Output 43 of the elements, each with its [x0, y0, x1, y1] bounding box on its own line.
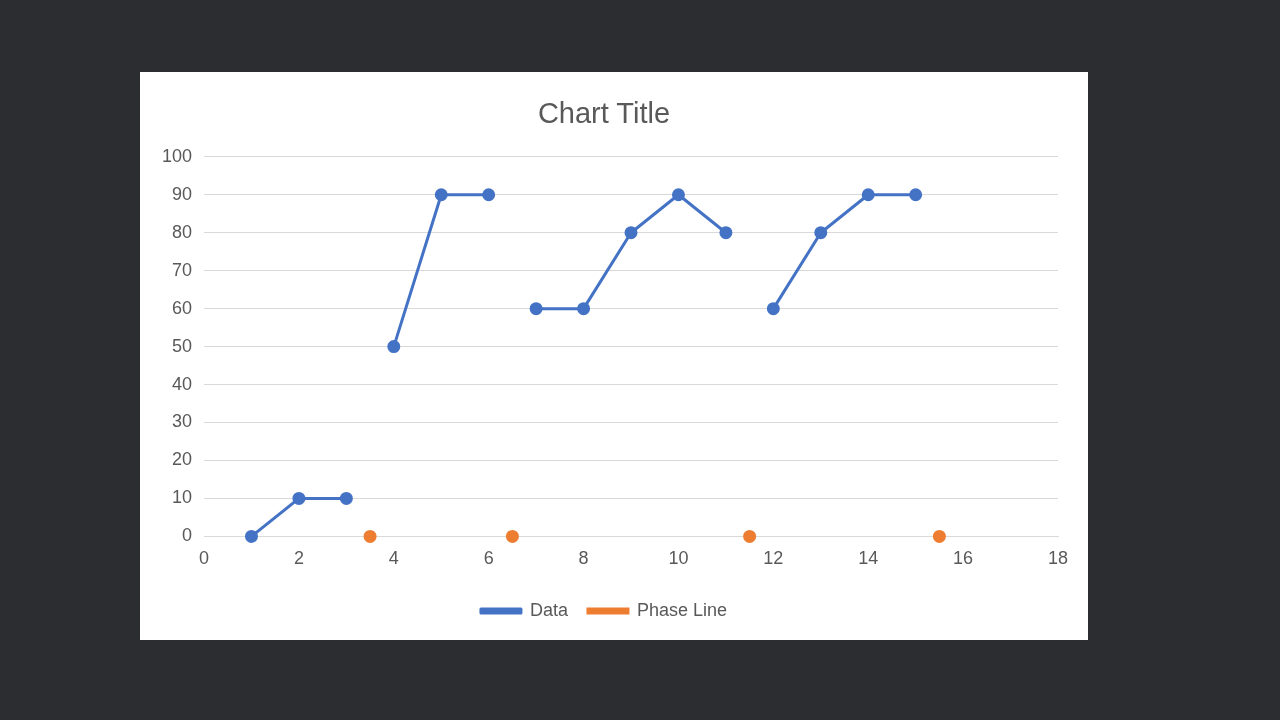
point	[932, 529, 946, 543]
x-tick-label: 2	[293, 548, 304, 569]
point	[671, 188, 685, 202]
point	[482, 188, 496, 202]
x-tick-label: 10	[668, 548, 689, 569]
x-tick-label: 14	[858, 548, 879, 569]
point	[363, 529, 377, 543]
x-tick-label: 12	[763, 548, 784, 569]
y-tick-label: 20	[172, 449, 193, 470]
x-tick-label: 18	[1047, 548, 1069, 569]
point	[861, 188, 875, 202]
x-tick-label: 8	[578, 548, 589, 569]
point	[505, 529, 519, 543]
point	[529, 302, 543, 316]
x-tick-label: 6	[483, 548, 494, 569]
y-tick-label: 90	[172, 183, 193, 204]
y-tick-label: 40	[172, 373, 193, 394]
point	[909, 188, 923, 202]
x-tick-label: 0	[199, 548, 210, 569]
x-tick-label: 16	[953, 548, 974, 569]
legend-label: Data	[529, 599, 569, 620]
legend-label: Phase Line	[636, 599, 728, 620]
point	[719, 226, 733, 240]
point	[766, 302, 780, 316]
y-tick-label: 50	[172, 335, 193, 356]
point	[387, 340, 401, 354]
y-tick-label: 60	[172, 297, 193, 318]
chart-title: Chart Title	[537, 97, 671, 130]
point	[624, 226, 638, 240]
y-tick-label: 70	[172, 259, 193, 280]
point	[244, 529, 258, 543]
y-tick-label: 30	[172, 411, 193, 432]
point	[814, 226, 828, 240]
y-tick-label: 10	[172, 487, 193, 508]
point	[339, 491, 353, 505]
y-tick-label: 100	[161, 145, 193, 166]
y-tick-label: 80	[172, 221, 193, 242]
x-tick-label: 4	[388, 548, 399, 569]
point	[577, 302, 591, 316]
point	[743, 529, 757, 543]
point	[434, 188, 448, 202]
y-tick-label: 0	[182, 525, 193, 546]
point	[292, 491, 306, 505]
